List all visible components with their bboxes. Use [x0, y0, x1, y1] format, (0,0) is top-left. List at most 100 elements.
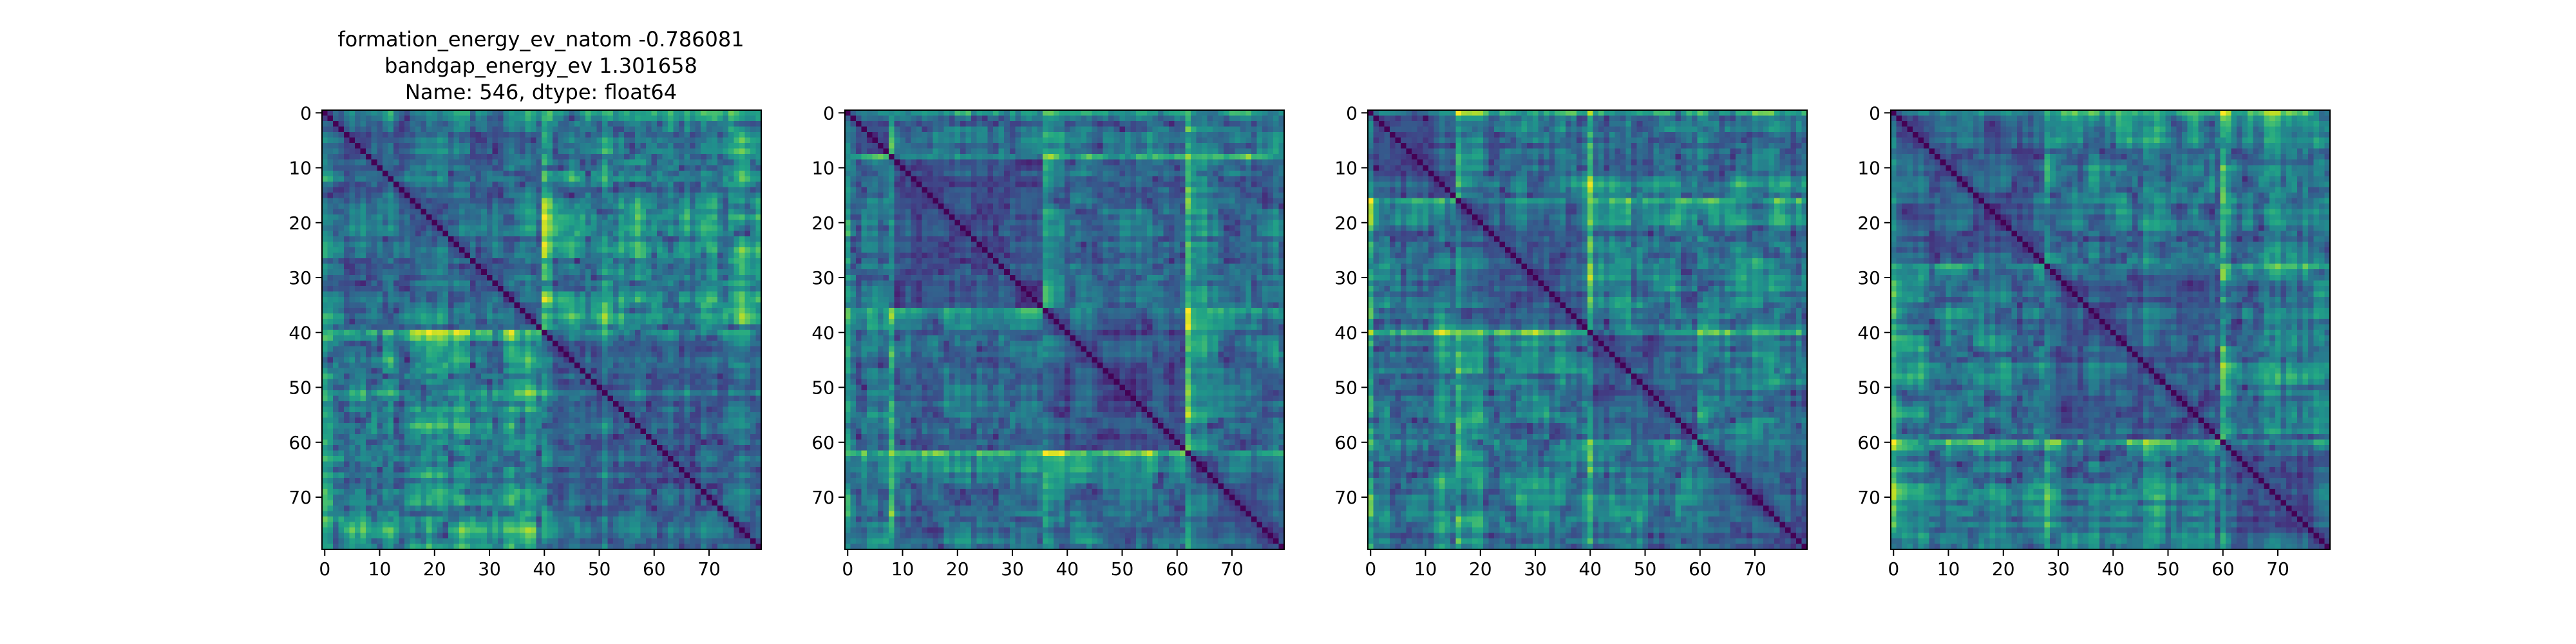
heatmap-cell [388, 137, 394, 144]
heatmap-cell [366, 225, 372, 232]
heatmap-cell [585, 445, 592, 451]
heatmap-cell [470, 263, 477, 270]
heatmap-cell [679, 417, 685, 424]
heatmap-cell [558, 274, 564, 281]
heatmap-cell [657, 296, 663, 303]
heatmap-cell [701, 401, 707, 407]
heatmap-cell [459, 231, 466, 237]
heatmap-cell [634, 187, 641, 193]
heatmap-cell [558, 346, 564, 352]
heatmap-cell [717, 374, 723, 380]
heatmap-cell [629, 154, 636, 160]
heatmap-cell [327, 154, 334, 160]
heatmap-cell [591, 417, 597, 424]
heatmap-cell [673, 406, 679, 413]
heatmap-cell [591, 433, 597, 440]
heatmap-cell [629, 341, 636, 347]
heatmap-cell [514, 187, 520, 193]
heatmap-cell [668, 126, 674, 133]
heatmap-cell [355, 198, 361, 204]
heatmap-cell [448, 181, 455, 187]
heatmap-cell [591, 330, 597, 336]
heatmap-cell [355, 346, 361, 352]
heatmap-cell [486, 187, 493, 193]
heatmap-cell [569, 422, 575, 430]
heatmap-cell [728, 363, 734, 369]
heatmap-cell [393, 214, 399, 221]
heatmap-cell [690, 231, 696, 237]
heatmap-cell [382, 291, 388, 298]
heatmap-cell [679, 121, 685, 128]
heatmap-cell [679, 395, 685, 402]
heatmap-cell [486, 159, 493, 166]
heatmap-cell [410, 121, 416, 128]
heatmap-cell [601, 110, 608, 117]
heatmap-cell [542, 121, 548, 128]
heatmap-cell [564, 412, 570, 419]
heatmap-cell [690, 433, 696, 440]
heatmap-cell [607, 214, 614, 221]
heatmap-cell [508, 231, 515, 237]
heatmap-cell [569, 143, 575, 149]
heatmap-cell [623, 395, 630, 402]
heatmap-cell [382, 433, 388, 440]
heatmap-cell [634, 422, 641, 430]
heatmap-cell [508, 422, 515, 430]
heatmap-cell [470, 341, 477, 347]
heatmap-cell [542, 247, 548, 254]
heatmap-cell [574, 384, 581, 391]
heatmap-cell [388, 176, 394, 182]
heatmap-cell [580, 335, 586, 341]
heatmap-cell [580, 296, 586, 303]
heatmap-cell [607, 220, 614, 226]
heatmap-cell [508, 374, 515, 380]
heatmap-cell [542, 428, 548, 435]
heatmap-cell [366, 357, 372, 363]
heatmap-cell [629, 170, 636, 176]
heatmap-cell [442, 324, 449, 330]
heatmap-cell [612, 395, 619, 402]
heatmap-cell [596, 296, 603, 303]
heatmap-cell [431, 395, 438, 402]
heatmap-cell [569, 285, 575, 292]
heatmap-cell [497, 181, 504, 187]
heatmap-cell [481, 176, 488, 182]
heatmap-cell [739, 296, 746, 303]
heatmap-cell [355, 352, 361, 358]
heatmap-cell [366, 203, 372, 210]
heatmap-cell [734, 330, 740, 336]
heatmap-cell [442, 395, 449, 402]
heatmap-cell [728, 313, 734, 319]
heatmap-cell [684, 263, 690, 270]
heatmap-cell [360, 406, 366, 413]
heatmap-cell [542, 395, 548, 402]
heatmap-cell [564, 406, 570, 413]
heatmap-cell [437, 236, 444, 243]
heatmap-cell [634, 445, 641, 451]
heatmap-cell [750, 433, 757, 440]
heatmap-cell [481, 357, 488, 363]
heatmap-cell [744, 280, 751, 287]
heatmap-cell [591, 247, 597, 254]
heatmap-cell [377, 379, 383, 385]
heatmap-cell [717, 159, 723, 166]
heatmap-cell [706, 165, 712, 171]
heatmap-cell [558, 401, 564, 407]
heatmap-cell [623, 132, 630, 138]
heatmap-cell [437, 258, 444, 265]
heatmap-cell [651, 401, 658, 407]
heatmap-cell [536, 302, 542, 308]
heatmap-cell [744, 148, 751, 155]
heatmap-cell [755, 422, 762, 430]
heatmap-cell [623, 247, 630, 254]
heatmap-cell [679, 170, 685, 176]
heatmap-cell [453, 406, 460, 413]
heatmap-cell [580, 143, 586, 149]
heatmap-cell [453, 341, 460, 347]
heatmap-cell [690, 132, 696, 138]
heatmap-cell [739, 280, 746, 287]
heatmap-cell [553, 291, 559, 298]
heatmap-cell [437, 176, 444, 182]
heatmap-cell [569, 252, 575, 259]
heatmap-cell [712, 422, 718, 430]
